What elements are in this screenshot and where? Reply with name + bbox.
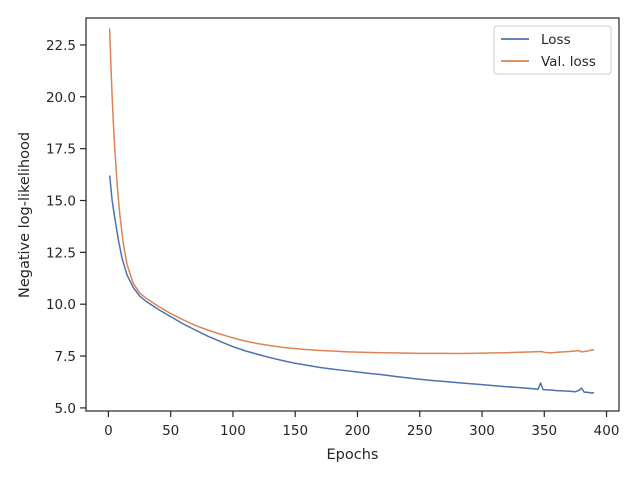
legend: Loss Val. loss <box>493 25 612 75</box>
y-tick-label: 5.0 <box>55 401 76 417</box>
legend-box <box>493 25 612 75</box>
y-tick-label: 10.0 <box>46 297 76 313</box>
x-tick-label: 250 <box>407 423 433 439</box>
x-tick-label: 0 <box>104 423 113 439</box>
y-tick-label: 17.5 <box>46 142 76 158</box>
x-tick-label: 300 <box>469 423 495 439</box>
y-axis-ticks: 5.0 7.5 10.0 12.5 15.0 17.5 20.0 22.5 <box>46 38 86 417</box>
legend-label-1: Val. loss <box>541 54 596 70</box>
series-line-0 <box>108 175 595 394</box>
x-tick-label: 350 <box>531 423 557 439</box>
y-tick-label: 12.5 <box>46 245 76 261</box>
series-line-1 <box>108 28 595 355</box>
y-tick-label: 22.5 <box>46 38 76 54</box>
plot-lines <box>108 28 595 394</box>
plot-frame <box>85 17 620 412</box>
x-tick-label: 400 <box>594 423 620 439</box>
x-tick-label: 150 <box>282 423 308 439</box>
y-tick-label: 7.5 <box>55 349 76 365</box>
x-axis-label: Epochs <box>327 447 379 463</box>
y-axis-label: Negative log-likelihood <box>17 132 33 298</box>
y-tick-label: 15.0 <box>46 194 76 210</box>
x-axis-ticks: 0 50 100 150 200 250 300 350 400 <box>104 411 619 439</box>
y-tick-label: 20.0 <box>46 90 76 106</box>
x-tick-label: 50 <box>162 423 179 439</box>
x-tick-label: 200 <box>345 423 371 439</box>
x-tick-label: 100 <box>220 423 246 439</box>
legend-label-0: Loss <box>541 32 571 48</box>
